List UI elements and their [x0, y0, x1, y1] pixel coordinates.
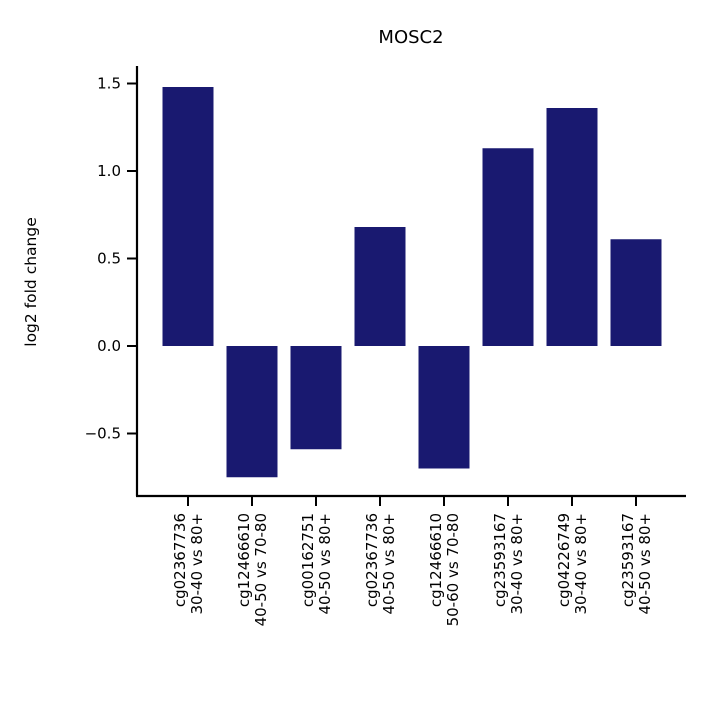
x-tick-label: cg04226749 30-40 vs 80+ — [555, 513, 590, 614]
x-tick-label-comparison: 30-40 vs 80+ — [572, 513, 590, 614]
bars-group — [162, 87, 662, 478]
x-tick-label: cg02367736 40-50 vs 80+ — [363, 513, 398, 614]
x-tick-label: cg00162751 40-50 vs 80+ — [299, 513, 334, 614]
chart-title: MOSC2 — [378, 27, 443, 48]
y-tick-label: 0.5 — [97, 250, 121, 268]
bar-6 — [482, 148, 534, 346]
x-tick-label-comparison: 40-50 vs 80+ — [316, 513, 334, 614]
x-tick-label: cg02367736 30-40 vs 80+ — [171, 513, 206, 614]
x-tick-label-comparison: 40-50 vs 80+ — [636, 513, 654, 614]
y-axis-label: log2 fold change — [22, 217, 40, 346]
bar-7 — [546, 108, 598, 346]
x-tick-label-comparison: 30-40 vs 80+ — [188, 513, 206, 614]
x-tick-label-comparison: 40-50 vs 70-80 — [252, 513, 270, 626]
x-tick-label-probe: cg02367736 — [363, 513, 381, 607]
x-tick-label-probe: cg23593167 — [619, 513, 637, 607]
y-tick-label: 1.5 — [97, 75, 121, 93]
bar-8 — [610, 239, 662, 346]
bar-1 — [162, 87, 214, 346]
x-tick-label-probe: cg23593167 — [491, 513, 509, 607]
x-tick-label-probe: cg00162751 — [299, 513, 317, 607]
y-tick-label: 0.0 — [97, 337, 121, 355]
bar-4 — [354, 227, 406, 346]
x-tick-label-comparison: 40-50 vs 80+ — [380, 513, 398, 614]
x-tick-label-probe: cg02367736 — [171, 513, 189, 607]
bar-5 — [418, 346, 470, 469]
x-tick-label-comparison: 50-60 vs 70-80 — [444, 513, 462, 626]
x-axis: cg02367736 30-40 vs 80+ cg12466610 40-50 vs… — [136, 494, 686, 626]
x-tick-label: cg23593167 40-50 vs 80+ — [619, 513, 654, 614]
x-tick-label-comparison: 30-40 vs 80+ — [508, 513, 526, 614]
x-tick-label: cg12466610 40-50 vs 70-80 — [235, 513, 270, 626]
y-tick-label: −0.5 — [85, 425, 121, 443]
y-axis: −0.5 0.0 0.5 1.0 1.5 — [85, 66, 139, 496]
x-tick-label-probe: cg04226749 — [555, 513, 573, 607]
x-tick-label-probe: cg12466610 — [235, 513, 253, 607]
x-tick-label-probe: cg12466610 — [427, 513, 445, 607]
bar-3 — [290, 346, 342, 450]
x-tick-label: cg12466610 50-60 vs 70-80 — [427, 513, 462, 626]
x-tick-label: cg23593167 30-40 vs 80+ — [491, 513, 526, 614]
bar-2 — [226, 346, 278, 478]
y-tick-label: 1.0 — [97, 162, 121, 180]
